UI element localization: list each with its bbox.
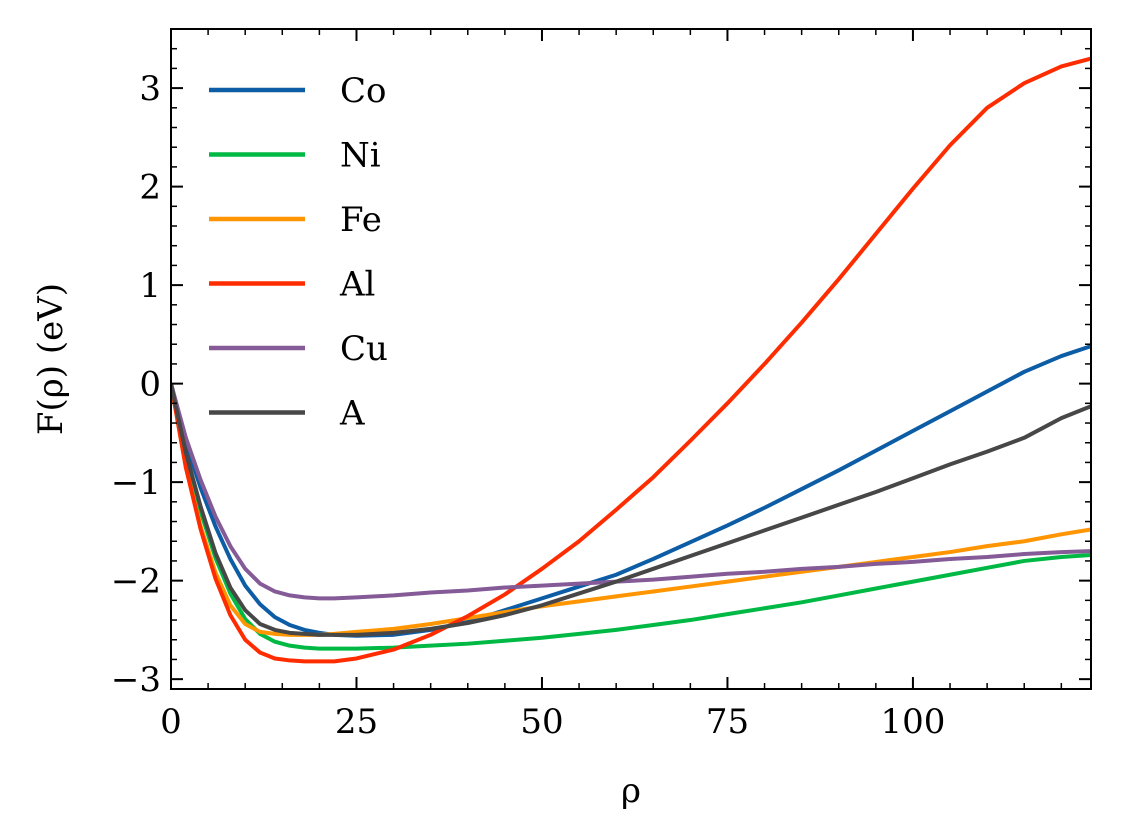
- y-tick-label: −3: [111, 660, 161, 700]
- legend-label: Co: [340, 71, 386, 111]
- x-tick-label: 25: [335, 702, 378, 742]
- legend-label: Cu: [340, 329, 388, 369]
- legend-item-al: Al: [209, 265, 375, 305]
- x-tick-label: 100: [880, 702, 945, 742]
- legend-item-co: Co: [209, 71, 386, 111]
- x-tick-label: 0: [160, 702, 182, 742]
- series-line-cu: [171, 383, 1091, 601]
- legend-label: Fe: [340, 200, 382, 240]
- x-tick-label: 75: [706, 702, 749, 742]
- legend-label: Al: [339, 265, 375, 305]
- x-axis-label: ρ: [621, 771, 641, 811]
- series-layer: [171, 56, 1091, 664]
- legend-label: A: [339, 394, 365, 434]
- series-line-fe: [171, 383, 1091, 637]
- plot-frame: [170, 28, 1092, 690]
- legend-item-ni: Ni: [209, 136, 381, 176]
- legend-item-cu: Cu: [209, 329, 388, 369]
- y-tick-label: 2: [139, 168, 161, 208]
- legend: Co Ni Fe Al Cu A: [209, 71, 388, 434]
- y-tick-label: 3: [139, 69, 161, 109]
- y-axis-label: F(ρ) (eV): [31, 283, 71, 435]
- y-tick-label: 1: [139, 266, 161, 306]
- y-tick-label: −1: [111, 463, 161, 503]
- legend-label: Ni: [340, 136, 381, 176]
- series-line-a: [171, 383, 1091, 637]
- x-tick-label: 50: [520, 702, 563, 742]
- y-tick-label: 0: [139, 365, 161, 405]
- legend-item-fe: Fe: [209, 200, 382, 240]
- series-line-ni: [171, 383, 1091, 651]
- series-line-al: [171, 56, 1091, 664]
- legend-item-a: A: [209, 394, 365, 434]
- y-tick-label: −2: [111, 562, 161, 602]
- tick-labels-layer: 0 25 50 75 100 −3 −2 −1 0 1 2 3: [111, 69, 946, 742]
